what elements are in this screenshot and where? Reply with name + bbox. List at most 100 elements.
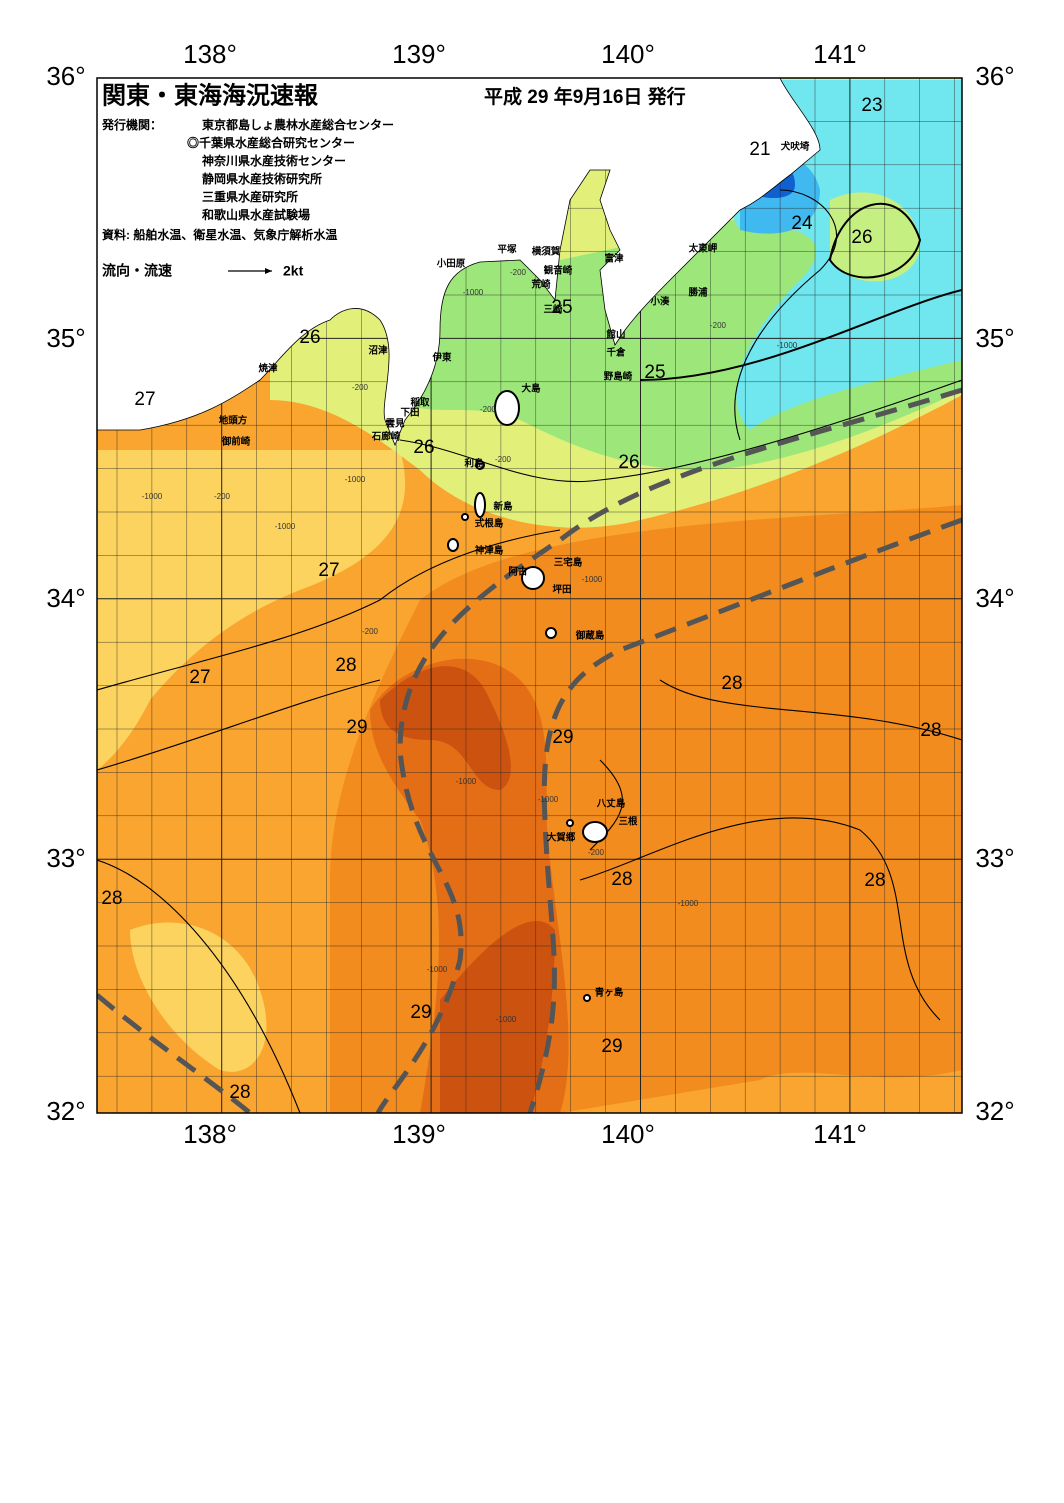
islands [447,390,608,1002]
place-name: 犬吠埼 [780,141,810,153]
place-name: 千倉 [606,347,626,359]
depth-label: -200 [214,492,231,501]
frame [96,77,963,1114]
depth-label: -1000 [142,492,163,501]
source: 資料: 船舶水温、衛星水温、気象庁解析水温 [102,227,337,242]
place-name: 三宅島 [554,557,583,569]
depth-label: -200 [588,848,605,857]
place-name: 伊東 [431,352,452,364]
isotherm-label: 28 [101,888,122,909]
place-name: 御蔵島 [575,630,605,642]
isotherm-label: 28 [335,655,356,676]
isotherm-label: 27 [134,389,155,410]
place-name: 新島 [493,501,513,513]
latitude-label: 32° [975,1096,1014,1126]
issue-date: 平成 29 年9月16日 発行 [484,85,686,108]
place-name: 太東岬 [689,243,718,255]
depth-label: -200 [495,455,512,464]
place-name: 御前崎 [221,436,251,448]
depth-label: -1000 [427,965,448,974]
isotherm-label: 29 [601,1036,622,1057]
land [97,78,821,447]
place-name: 横須賀 [532,246,561,258]
place-name: 式根島 [475,518,504,530]
longitude-label: 139° [392,1119,446,1149]
place-name: 大島 [521,383,541,395]
depth-label: -1000 [496,1015,517,1024]
legend-speed: 2kt [283,263,304,279]
isotherm-label: 28 [721,673,742,694]
place-name: 石廊崎 [371,431,401,443]
isotherm-label: 27 [318,560,339,581]
latitude-label: 35° [975,323,1014,353]
place-name: 稲取 [410,397,430,409]
isotherm-label: 28 [611,869,632,890]
isotherms [97,189,962,1113]
longitude-label: 140° [601,1119,655,1149]
issuer: 東京都島しょ農林水産総合センター [202,117,394,132]
issuer: 神奈川県水産技術センター [202,153,346,168]
issuer: 静岡県水産技術研究所 [202,171,322,186]
isotherm-label: 26 [299,327,320,348]
isotherm-label: 23 [861,95,882,116]
isotherm-label: 25 [551,297,572,318]
issuer: ◎千葉県水産総合研究センター [187,135,355,150]
longitude-label: 140° [601,39,655,69]
place-name: 阿古 [508,566,528,578]
place-name: 八丈島 [596,798,626,810]
longitude-label: 141° [813,39,867,69]
isotherm-label: 27 [189,667,210,688]
title: 関東・東海海況速報 [102,81,319,109]
place-name: 青ヶ島 [595,987,624,999]
place-name: 大賀郷 [547,832,576,844]
isotherm-label: 28 [864,870,885,891]
depth-label: -1000 [538,795,559,804]
isotherm-label: 29 [346,717,367,738]
isotherm-label: 26 [413,437,434,458]
legend-label: 流向・流速 [102,263,172,279]
depth-label: -1000 [345,475,366,484]
kuroshio-axis [97,387,962,1113]
place-name: 三崎 [543,304,563,316]
isotherm-label: 26 [851,227,872,248]
issuer: 三重県水産研究所 [202,189,298,204]
depth-label: -1000 [582,575,603,584]
place-name: 利島 [463,458,484,470]
issuer: 和歌山県水産試験場 [201,207,310,222]
place-name: 沼津 [368,345,388,357]
latitude-label: 36° [46,61,85,91]
place-name: 荒崎 [530,279,551,291]
place-name: 館山 [605,329,625,341]
issuers-label: 発行機関： [101,117,162,132]
latitude-label: 33° [975,843,1014,873]
depth-label: -1000 [678,899,699,908]
isotherm-label: 21 [749,139,770,160]
place-name: 勝浦 [688,287,708,299]
depth-label: -200 [710,321,727,330]
place-name: 雲見 [385,418,405,430]
place-name: 野島崎 [604,371,633,383]
place-name: 小湊 [649,296,670,308]
latitude-label: 34° [975,583,1014,613]
sea-hottest [380,666,555,1113]
depth-label: -1000 [275,522,296,531]
place-name: 地頭方 [219,415,248,427]
latitude-label: 33° [46,843,85,873]
sea-27 [97,450,406,1072]
depth-label: -1000 [463,288,484,297]
depth-label: -1000 [777,341,798,350]
place-name: 焼津 [258,363,278,375]
longitude-label: 138° [183,39,237,69]
isotherm-label: 25 [644,362,665,383]
place-name: 三根 [618,816,638,828]
isotherm-label: 29 [552,727,573,748]
place-name: 坪田 [552,584,571,596]
latitude-label: 34° [46,583,85,613]
place-name: 神津島 [475,545,504,557]
isotherm-label: 29 [410,1002,431,1023]
isotherm-label: 24 [791,213,813,234]
isotherm-label: 28 [920,720,941,741]
legend-arrowhead [265,268,272,274]
